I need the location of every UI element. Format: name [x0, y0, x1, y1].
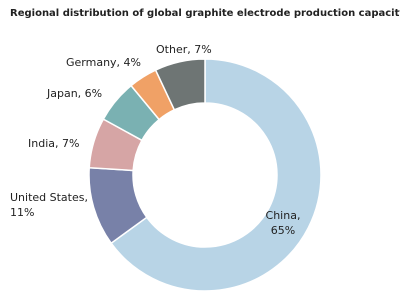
slice-label: Germany, 4%: [66, 56, 142, 69]
slice-label: China, 65%: [265, 209, 301, 237]
slice-label: Other, 7%: [156, 43, 212, 56]
donut-slice: [110, 58, 322, 292]
slice-label: United States, 11%: [10, 191, 88, 219]
chart-title: Regional distribution of global graphite…: [10, 8, 400, 19]
slice-label: India, 7%: [28, 137, 80, 150]
donut-slice: [154, 58, 206, 111]
slice-label: Japan, 6%: [47, 87, 103, 100]
